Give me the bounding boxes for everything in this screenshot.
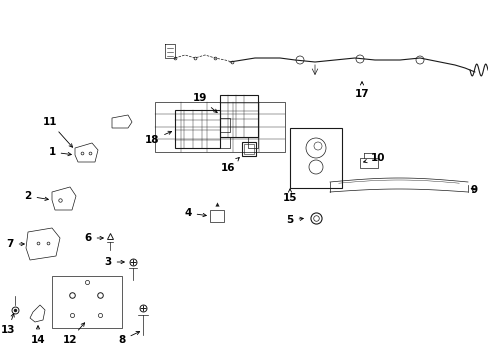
Text: 17: 17: [354, 82, 368, 99]
Text: 7: 7: [6, 239, 24, 249]
Text: 6: 6: [84, 233, 103, 243]
Text: 9: 9: [469, 185, 477, 195]
Text: 2: 2: [24, 191, 48, 201]
Text: 1: 1: [48, 147, 71, 157]
Text: 10: 10: [363, 153, 385, 163]
Text: 19: 19: [192, 93, 217, 113]
Bar: [289, 128, 341, 188]
Text: 5: 5: [286, 215, 303, 225]
Text: 11: 11: [42, 117, 72, 147]
Text: 4: 4: [184, 208, 206, 218]
Bar: [220, 118, 229, 132]
Bar: [242, 142, 256, 156]
Text: 8: 8: [118, 332, 140, 345]
Bar: [244, 144, 253, 154]
Bar: [155, 102, 285, 152]
Text: 16: 16: [220, 158, 239, 173]
Text: 13: 13: [1, 314, 15, 335]
Text: 14: 14: [31, 326, 45, 345]
Text: 18: 18: [144, 131, 171, 145]
Bar: [52, 276, 122, 328]
Bar: [175, 110, 220, 148]
Bar: [359, 158, 377, 168]
Text: 15: 15: [282, 189, 297, 203]
Bar: [209, 210, 224, 222]
Text: 3: 3: [104, 257, 124, 267]
Text: 12: 12: [62, 323, 84, 345]
Bar: [220, 95, 258, 137]
